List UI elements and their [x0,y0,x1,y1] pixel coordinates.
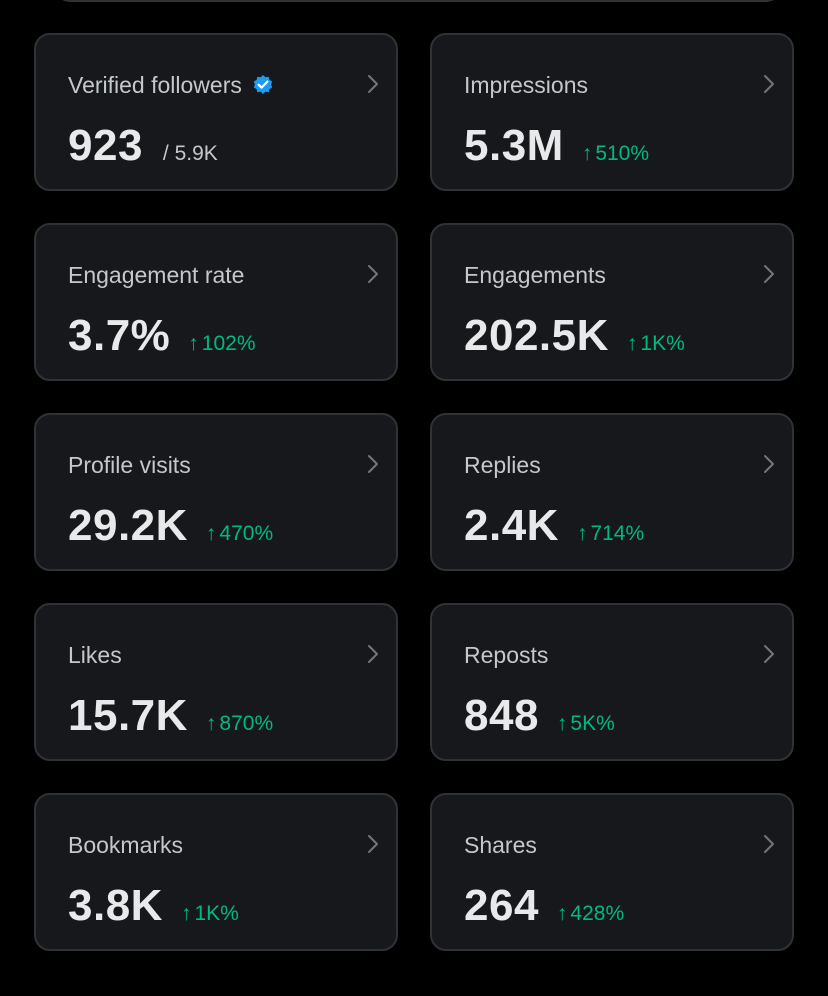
metric-value: 5.3M [464,121,564,170]
metric-label: Verified followers [68,72,242,98]
metric-value: 15.7K [68,691,188,740]
chevron-right-icon [368,455,378,473]
metric-label-row: Shares [464,831,537,859]
metric-value: 202.5K [464,311,609,360]
metric-label-row: Replies [464,451,541,479]
metric-change-value: 428% [570,902,625,925]
metric-change: ↑ 102% [188,332,255,356]
metric-label: Engagement rate [68,262,245,288]
up-arrow-icon: ↑ [556,902,568,925]
up-arrow-icon: ↑ [626,332,638,355]
metric-change: ↑ 870% [206,712,273,736]
metric-card-profile-visits[interactable]: Profile visits 29.2K ↑ 470% [34,413,398,571]
metric-card-bookmarks[interactable]: Bookmarks 3.8K ↑ 1K% [34,793,398,951]
metric-value-row: 2.4K ↑ 714% [464,501,644,551]
metric-label: Engagements [464,262,606,288]
metric-value: 2.4K [464,501,559,550]
up-arrow-icon: ↑ [205,712,217,735]
up-arrow-icon: ↑ [576,522,588,545]
chevron-right-icon [368,265,378,283]
metric-value-row: 202.5K ↑ 1K% [464,311,685,361]
metric-value: 923 [68,121,143,170]
metric-card-reposts[interactable]: Reposts 848 ↑ 5K% [430,603,794,761]
chevron-right-icon [368,645,378,663]
up-arrow-icon: ↑ [188,332,199,355]
metric-value-row: 264 ↑ 428% [464,881,624,931]
metric-change-value: 870% [219,712,274,735]
metric-value: 3.8K [68,881,163,930]
chevron-right-icon [764,455,774,473]
metric-value: 264 [464,881,539,930]
metric-label-row: Profile visits [68,451,191,479]
previous-card-edge [54,0,782,2]
metric-card-likes[interactable]: Likes 15.7K ↑ 870% [34,603,398,761]
metric-card-shares[interactable]: Shares 264 ↑ 428% [430,793,794,951]
metric-change: ↑ 1K% [627,332,685,356]
metric-change-value: 470% [219,522,274,545]
metric-value: 29.2K [68,501,188,550]
metric-value-row: 15.7K ↑ 870% [68,691,273,741]
metric-change-value: 5K% [570,712,615,735]
metric-label: Shares [464,832,537,858]
metrics-grid: Verified followers 923 / 5.9K Impression… [34,33,794,951]
metric-value-row: 5.3M ↑ 510% [464,121,649,171]
chevron-right-icon [764,265,774,283]
metric-value-row: 848 ↑ 5K% [464,691,615,741]
metric-label: Reposts [464,642,549,668]
metric-card-engagements[interactable]: Engagements 202.5K ↑ 1K% [430,223,794,381]
up-arrow-icon: ↑ [205,522,217,545]
up-arrow-icon: ↑ [581,142,593,165]
metric-label-row: Reposts [464,641,548,669]
metric-change: ↑ 1K% [181,902,239,926]
metric-label: Profile visits [68,452,191,478]
metric-value: 848 [464,691,539,740]
metric-value-row: 3.8K ↑ 1K% [68,881,239,931]
metric-change: ↑ 714% [577,522,644,546]
chevron-right-icon [764,835,774,853]
metric-change-value: 1K% [194,902,239,925]
metric-label-row: Engagements [464,261,606,289]
metric-change: ↑ 470% [206,522,273,546]
metric-label-row: Likes [68,641,122,669]
chevron-right-icon [764,75,774,93]
metric-label-row: Engagement rate [68,261,244,289]
metric-change-value: 102% [201,332,256,355]
metric-card-replies[interactable]: Replies 2.4K ↑ 714% [430,413,794,571]
metric-label-row: Bookmarks [68,831,183,859]
chevron-right-icon [368,75,378,93]
up-arrow-icon: ↑ [180,902,192,925]
metric-label-row: Verified followers [68,71,274,99]
chevron-right-icon [368,835,378,853]
metric-value: 3.7% [68,311,171,360]
metric-change: ↑ 5K% [557,712,615,736]
metric-card-engagement-rate[interactable]: Engagement rate 3.7% ↑ 102% [34,223,398,381]
metric-value-row: 3.7% ↑ 102% [68,311,256,361]
metric-label: Likes [68,642,122,668]
metric-change: ↑ 510% [582,142,649,166]
metric-change-value: 714% [590,522,645,545]
metric-label: Impressions [464,72,588,98]
chevron-right-icon [764,645,774,663]
metric-label: Bookmarks [68,832,184,858]
verified-badge-icon [253,75,273,94]
metric-value-row: 29.2K ↑ 470% [68,501,273,551]
metric-label-row: Impressions [464,71,588,99]
metric-value-row: 923 / 5.9K [68,121,218,171]
metric-change-value: 510% [595,142,650,165]
metric-label: Replies [464,452,541,478]
metric-card-verified-followers[interactable]: Verified followers 923 / 5.9K [34,33,398,191]
metric-card-impressions[interactable]: Impressions 5.3M ↑ 510% [430,33,794,191]
up-arrow-icon: ↑ [556,712,568,735]
metric-change: ↑ 428% [557,902,624,926]
metric-total: / 5.9K [162,142,218,165]
metric-change-value: 1K% [640,332,685,355]
